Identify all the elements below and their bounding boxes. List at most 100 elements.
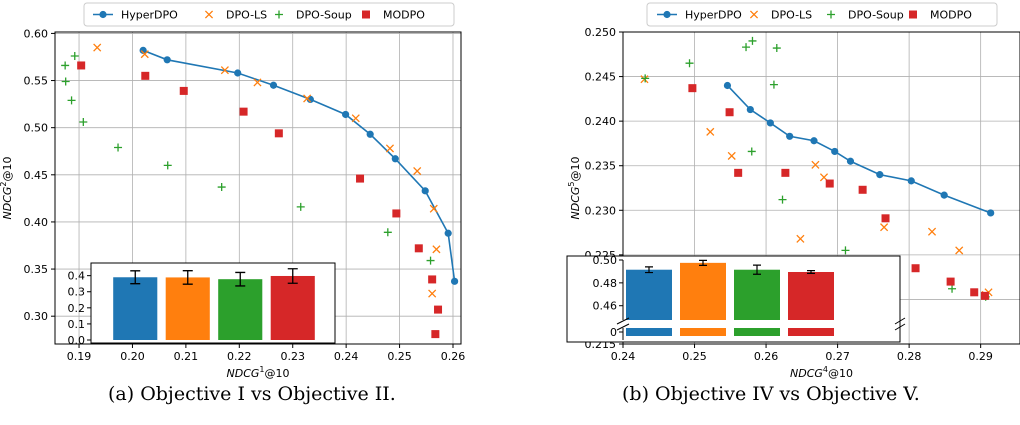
data-point (747, 147, 756, 156)
legend-label: HyperDPO (685, 9, 742, 22)
data-point (640, 75, 649, 84)
legend-item-modpo: MODPO (909, 9, 972, 22)
inset-bar-dpo-ls (165, 277, 210, 340)
data-point (831, 147, 839, 156)
inset-y-tick-label: 0.2 (68, 302, 86, 315)
data-point (392, 209, 401, 218)
inset-bar-dpo-ls (680, 262, 726, 320)
data-point (79, 118, 88, 127)
inset-y-tick-label: 0.0 (68, 334, 86, 347)
data-point (61, 77, 70, 86)
data-point (987, 209, 995, 217)
data-point (769, 80, 778, 89)
legend-marker (99, 10, 107, 19)
data-point (641, 74, 650, 83)
data-point (239, 107, 248, 116)
data-point (434, 305, 443, 314)
data-point (727, 151, 736, 160)
inset-bar-hyperdpo (113, 277, 158, 340)
series-hyperdpo (723, 81, 995, 217)
data-point (234, 69, 242, 77)
error-bar (807, 270, 815, 274)
error-bar (130, 270, 141, 285)
legend-label: DPO-LS (771, 9, 812, 22)
data-point (980, 291, 989, 300)
data-point (907, 177, 915, 185)
error-bar (235, 271, 246, 287)
data-point (948, 284, 957, 293)
axis-ticks: 0.19 0.20 0.21 0.22 0.23 0.24 0.25 0.26 0.30 0.35… (24, 27, 466, 363)
inset-bar-chart: 0.46 0.48 0.50 0 (566, 254, 906, 343)
data-point (725, 108, 734, 117)
y-tick-label: 0.245 (585, 71, 617, 84)
inset-y-tick-label: 0.4 (68, 270, 86, 283)
data-point (351, 114, 360, 123)
data-point (303, 94, 312, 103)
inset-y-tick-label: 0.1 (68, 318, 86, 331)
legend: HyperDPO DPO-LS DPO-Soup MODPO (83, 2, 455, 27)
inset-bar-base-dpo-soup (734, 328, 780, 336)
caption-a: (a) Objective I vs Objective II. (108, 383, 396, 405)
series-modpo (77, 61, 443, 339)
data-point (366, 130, 374, 138)
data-point (911, 264, 920, 273)
plot-frame (54, 31, 462, 345)
x-tick-label: 0.24 (611, 350, 636, 363)
data-point (723, 81, 732, 90)
legend-item-dpo-ls: DPO-LS (204, 9, 267, 22)
x-axis-label: NDCG4@10 (790, 365, 853, 380)
data-point (413, 166, 422, 176)
inset-y-tick-label: 0.3 (68, 286, 86, 299)
legend-label: DPO-Soup (848, 9, 904, 22)
legend-marker (275, 10, 283, 19)
data-point (734, 168, 743, 177)
data-point (781, 168, 790, 177)
plot-frame (622, 31, 1020, 345)
legend-label: DPO-Soup (296, 9, 352, 22)
data-point (450, 277, 459, 285)
y-tick-label: 0.60 (24, 27, 49, 40)
y-tick-label: 0.40 (24, 216, 49, 229)
data-point (296, 202, 305, 211)
axis-ticks: 0.240.250.260.270.280.290.2150.2200.2250… (585, 26, 993, 363)
series-dpo-soup (641, 36, 990, 301)
data-point (67, 96, 76, 105)
y-axis-label: NDCG2@10 (0, 157, 14, 220)
x-tick-label: 0.22 (227, 350, 252, 363)
inset-y-tick-label: 0 (610, 326, 617, 339)
legend-item-hyperdpo: HyperDPO (657, 9, 742, 22)
x-tick-label: 0.28 (897, 350, 922, 363)
legend-marker (827, 10, 835, 19)
axis-break-mark (894, 317, 906, 331)
data-point (139, 46, 147, 54)
data-point (421, 187, 429, 195)
inset-y-tick-label: 0.46 (593, 300, 618, 313)
caption-b: (b) Objective IV vs Objective V. (622, 383, 920, 405)
legend-box (646, 2, 998, 27)
x-tick-label: 0.20 (120, 350, 145, 363)
data-point (163, 56, 171, 64)
x-tick-label: 0.19 (67, 350, 92, 363)
data-point (163, 161, 172, 170)
chart-panel-b: 0.240.250.260.270.280.290.2150.2200.2250… (566, 2, 1020, 380)
y-tick-label: 0.240 (585, 115, 617, 128)
series-dpo-soup (61, 52, 435, 265)
data-point (179, 86, 188, 95)
data-point (946, 277, 955, 286)
series-line (726, 84, 991, 214)
y-tick-label: 0.45 (24, 169, 49, 182)
data-point (876, 171, 884, 179)
data-point (881, 214, 890, 223)
data-point (772, 44, 781, 53)
legend-marker (663, 10, 671, 19)
error-bar (287, 268, 298, 284)
inset-bar-hyperdpo (626, 269, 672, 320)
legend-item-modpo: MODPO (362, 9, 425, 22)
data-point (940, 191, 948, 199)
legend-box (83, 2, 455, 27)
legend: HyperDPO DPO-LS DPO-Soup MODPO (646, 2, 998, 27)
data-point (685, 59, 694, 68)
data-point (429, 204, 438, 213)
data-point (825, 179, 834, 188)
